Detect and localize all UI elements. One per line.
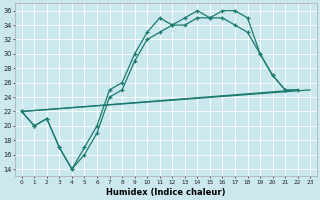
X-axis label: Humidex (Indice chaleur): Humidex (Indice chaleur) [106,188,226,197]
